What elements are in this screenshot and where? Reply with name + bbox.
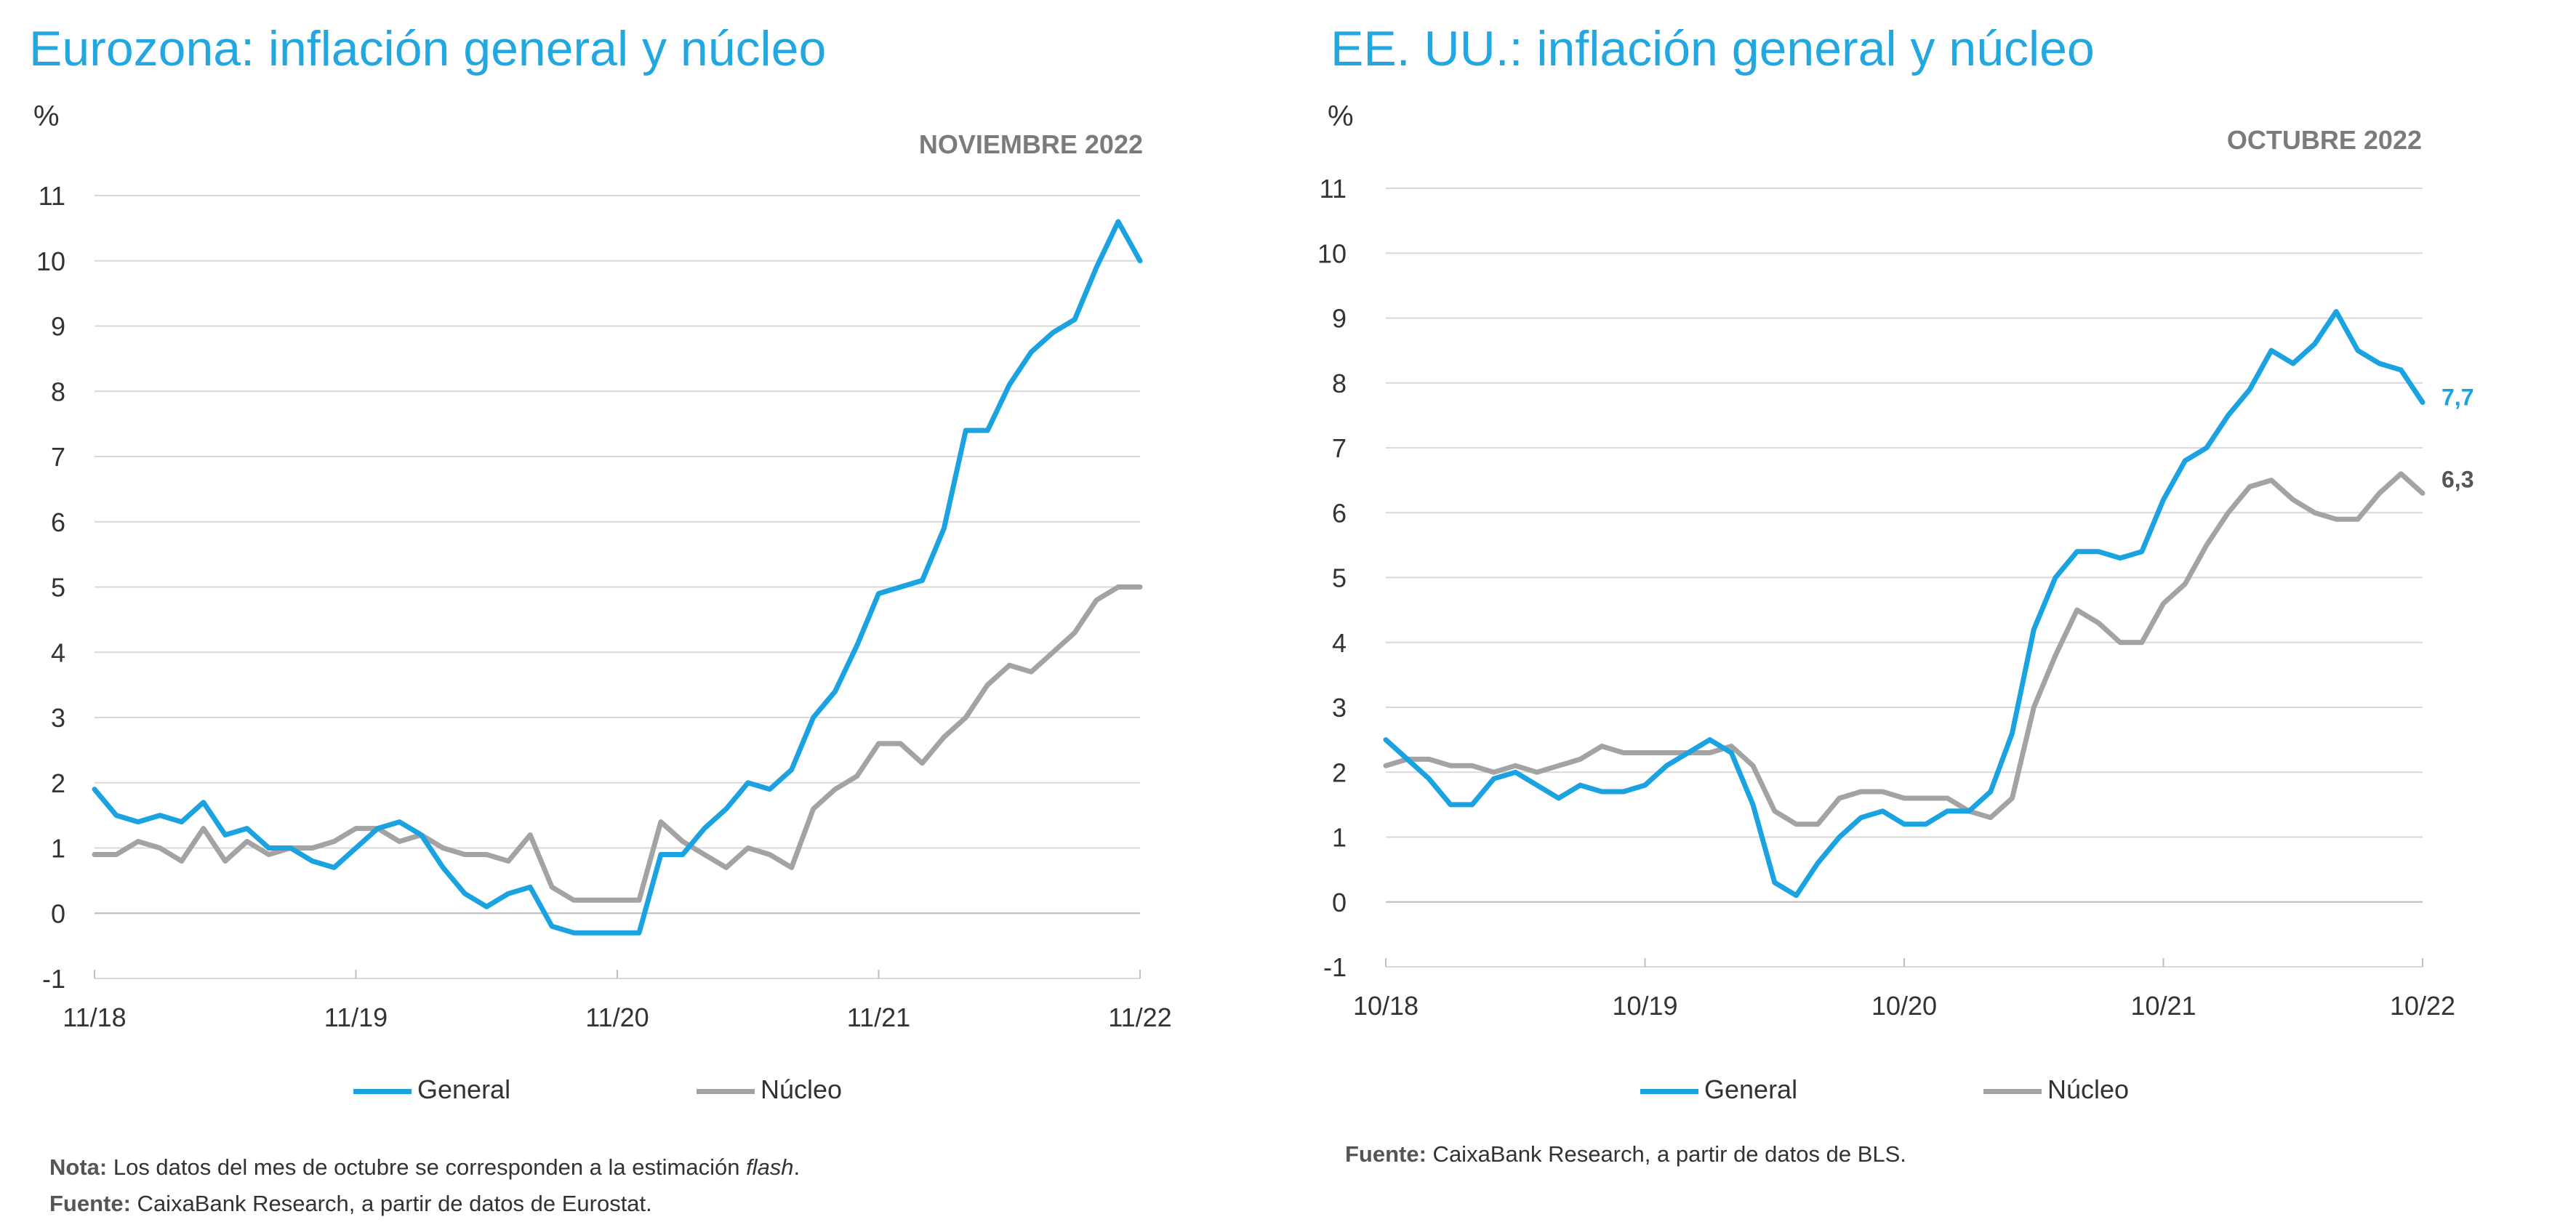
legend-swatch-nucleo bbox=[1983, 1088, 2042, 1094]
note-text-end: . bbox=[793, 1154, 801, 1180]
x-tick-label: 11/21 bbox=[847, 1002, 910, 1032]
legend-item-nucleo: Núcleo bbox=[1983, 1074, 2129, 1105]
y-tick-label: 2 bbox=[1332, 757, 1347, 787]
source-text: CaixaBank Research, a partir de datos de… bbox=[130, 1191, 652, 1216]
y-tick-label: 7 bbox=[1332, 433, 1347, 463]
y-tick-label: 10 bbox=[1317, 238, 1347, 268]
y-tick-label: 3 bbox=[51, 703, 65, 733]
y-tick-label: 8 bbox=[1332, 369, 1347, 398]
end-label-nucleo: 6,3 bbox=[2441, 466, 2473, 492]
y-tick-label: 11 bbox=[1320, 174, 1347, 204]
series-line-general bbox=[1383, 309, 2425, 899]
source-label: Fuente: bbox=[49, 1191, 131, 1216]
y-unit-label: % bbox=[33, 100, 60, 132]
x-tick-label: 11/22 bbox=[1108, 1002, 1171, 1032]
x-tick-label: 11/20 bbox=[585, 1002, 649, 1032]
y-tick-label: 5 bbox=[51, 573, 65, 603]
end-label-general: 7,7 bbox=[2441, 385, 2473, 411]
source-label: Fuente: bbox=[1345, 1141, 1427, 1167]
legend-item-nucleo: Núcleo bbox=[697, 1074, 842, 1105]
chart-source: Fuente: CaixaBank Research, a partir de … bbox=[1345, 1141, 1906, 1167]
y-tick-label: -1 bbox=[1323, 952, 1347, 982]
legend-label-nucleo: Núcleo bbox=[761, 1074, 843, 1104]
note-label: Nota: bbox=[49, 1154, 108, 1180]
legend-label-general: General bbox=[417, 1074, 511, 1104]
y-tick-label: 8 bbox=[51, 377, 65, 406]
legend-item-general: General bbox=[1640, 1074, 1797, 1105]
y-tick-label: 3 bbox=[1332, 693, 1347, 723]
y-unit-label: % bbox=[1328, 100, 1354, 132]
y-tick-label: 9 bbox=[1332, 304, 1347, 334]
x-tick-label: 10/21 bbox=[2130, 991, 2196, 1021]
chart-source: Fuente: CaixaBank Research, a partir de … bbox=[49, 1191, 652, 1217]
y-tick-label: 7 bbox=[51, 442, 65, 472]
y-tick-label: 5 bbox=[1332, 563, 1347, 593]
legend-item-general: General bbox=[353, 1074, 510, 1105]
y-tick-label: -1 bbox=[42, 964, 65, 994]
x-tick-label: 10/19 bbox=[1612, 991, 1677, 1021]
period-label: NOVIEMBRE 2022 bbox=[918, 129, 1143, 159]
x-tick-label: 11/19 bbox=[324, 1002, 388, 1032]
y-tick-label: 2 bbox=[51, 768, 65, 798]
legend-swatch-general bbox=[353, 1088, 412, 1094]
legend-label-general: General bbox=[1704, 1074, 1798, 1104]
y-tick-label: 10 bbox=[36, 246, 65, 276]
y-tick-label: 0 bbox=[51, 899, 65, 928]
series-line-nucleo bbox=[92, 584, 1143, 903]
y-tick-label: 11 bbox=[39, 181, 65, 211]
chart-title: EE. UU.: inflación general y núcleo bbox=[1331, 21, 2095, 76]
legend-label-nucleo: Núcleo bbox=[2047, 1074, 2130, 1104]
y-tick-label: 1 bbox=[51, 834, 65, 864]
source-text: CaixaBank Research, a partir de datos de… bbox=[1426, 1141, 1906, 1167]
line-chart-eurozona: -1 0 1 2 3 4 5 6 7 8 9 10 11 11/18 11/19 11/20 11/21 11/2… bbox=[36, 181, 1172, 1032]
series-line-nucleo bbox=[1383, 471, 2425, 827]
line-chart-eeuu: -1 0 1 2 3 4 5 6 7 8 9 10 11 10/18 10/19 10/20 10/21 10/2… bbox=[1317, 174, 2474, 1021]
x-tick-label: 10/18 bbox=[1353, 991, 1419, 1021]
chart-panel-eeuu: EE. UU.: inflación general y núcleo % OC… bbox=[1288, 0, 2576, 1230]
y-tick-label: 1 bbox=[1332, 823, 1347, 853]
chart-panel-eurozona: Eurozona: inflación general y núcleo % N… bbox=[29, 21, 1172, 1217]
x-tick-label: 11/18 bbox=[63, 1002, 126, 1032]
y-tick-label: 6 bbox=[1332, 498, 1347, 528]
y-tick-label: 9 bbox=[51, 312, 65, 342]
y-tick-label: 6 bbox=[51, 507, 65, 537]
y-tick-label: 4 bbox=[51, 638, 65, 667]
legend-swatch-general bbox=[1640, 1088, 1698, 1094]
x-tick-label: 10/22 bbox=[2390, 991, 2455, 1021]
x-tick-label: 10/20 bbox=[1871, 991, 1937, 1021]
series-line-general bbox=[92, 219, 1143, 936]
note-italic: flash bbox=[746, 1154, 794, 1180]
note-text: Los datos del mes de octubre se correspo… bbox=[107, 1154, 747, 1180]
chart-title: Eurozona: inflación general y núcleo bbox=[29, 21, 827, 76]
chart-note: Nota: Los datos del mes de octubre se co… bbox=[49, 1154, 800, 1181]
y-tick-label: 4 bbox=[1332, 628, 1347, 658]
legend-swatch-nucleo bbox=[697, 1088, 755, 1094]
y-tick-label: 0 bbox=[1332, 888, 1347, 917]
period-label: OCTUBRE 2022 bbox=[2226, 125, 2422, 155]
